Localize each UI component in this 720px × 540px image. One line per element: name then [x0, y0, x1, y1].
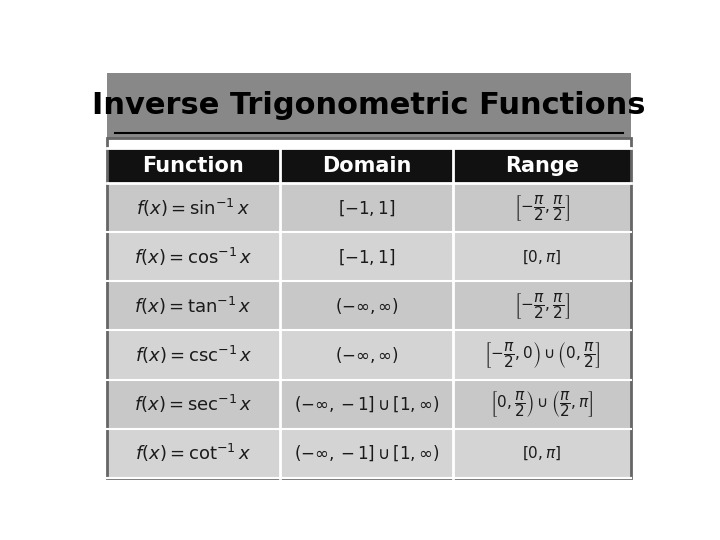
- Text: $(-\infty,\infty)$: $(-\infty,\infty)$: [335, 296, 398, 316]
- Text: $f(x) = \csc^{-1} x$: $f(x) = \csc^{-1} x$: [135, 344, 252, 366]
- Text: $[0,\pi]$: $[0,\pi]$: [523, 248, 562, 266]
- Bar: [107, 73, 631, 138]
- Text: $\left[-\dfrac{\pi}{2},\dfrac{\pi}{2}\right]$: $\left[-\dfrac{\pi}{2},\dfrac{\pi}{2}\ri…: [514, 193, 570, 223]
- Bar: [280, 281, 453, 330]
- Text: $\left[-\dfrac{\pi}{2},0\right)\cup\left(0,\dfrac{\pi}{2}\right]$: $\left[-\dfrac{\pi}{2},0\right)\cup\left…: [484, 340, 600, 370]
- Bar: [280, 148, 453, 183]
- Text: $\left[-\dfrac{\pi}{2},\dfrac{\pi}{2}\right]$: $\left[-\dfrac{\pi}{2},\dfrac{\pi}{2}\ri…: [514, 291, 570, 321]
- Text: $(-\infty,-1]\cup[1,\infty)$: $(-\infty,-1]\cup[1,\infty)$: [294, 394, 439, 414]
- Bar: [453, 232, 631, 281]
- Bar: [280, 380, 453, 429]
- Bar: [107, 183, 280, 232]
- Bar: [107, 232, 280, 281]
- Text: Function: Function: [143, 156, 244, 176]
- Text: Domain: Domain: [322, 156, 411, 176]
- Bar: [107, 380, 280, 429]
- Text: Range: Range: [505, 156, 579, 176]
- Text: $f(x) = \cot^{-1} x$: $f(x) = \cot^{-1} x$: [135, 442, 251, 464]
- Bar: [453, 183, 631, 232]
- Text: $f(x) = \cos^{-1} x$: $f(x) = \cos^{-1} x$: [134, 246, 253, 268]
- Bar: [453, 429, 631, 478]
- Text: $\left[0,\dfrac{\pi}{2}\right)\cup\left(\dfrac{\pi}{2},\pi\right]$: $\left[0,\dfrac{\pi}{2}\right)\cup\left(…: [490, 389, 594, 419]
- Bar: [453, 148, 631, 183]
- Bar: [453, 281, 631, 330]
- Text: $[-1,1]$: $[-1,1]$: [338, 247, 395, 267]
- Bar: [280, 183, 453, 232]
- Bar: [453, 380, 631, 429]
- Text: Inverse Trigonometric Functions: Inverse Trigonometric Functions: [92, 91, 646, 120]
- Bar: [280, 429, 453, 478]
- Bar: [107, 148, 280, 183]
- Bar: [280, 330, 453, 380]
- Text: $[-1,1]$: $[-1,1]$: [338, 198, 395, 218]
- Bar: [280, 232, 453, 281]
- Bar: [107, 281, 280, 330]
- Text: $(-\infty,-1]\cup[1,\infty)$: $(-\infty,-1]\cup[1,\infty)$: [294, 443, 439, 463]
- Bar: [107, 330, 280, 380]
- Bar: [107, 138, 631, 478]
- Bar: [453, 330, 631, 380]
- Text: $(-\infty,\infty)$: $(-\infty,\infty)$: [335, 345, 398, 365]
- Text: $[0,\pi]$: $[0,\pi]$: [523, 444, 562, 462]
- Bar: [107, 429, 280, 478]
- Text: $f(x) = \sec^{-1} x$: $f(x) = \sec^{-1} x$: [134, 393, 253, 415]
- Text: $f(x) = \tan^{-1} x$: $f(x) = \tan^{-1} x$: [135, 295, 252, 317]
- Text: $f(x) = \sin^{-1} x$: $f(x) = \sin^{-1} x$: [136, 197, 251, 219]
